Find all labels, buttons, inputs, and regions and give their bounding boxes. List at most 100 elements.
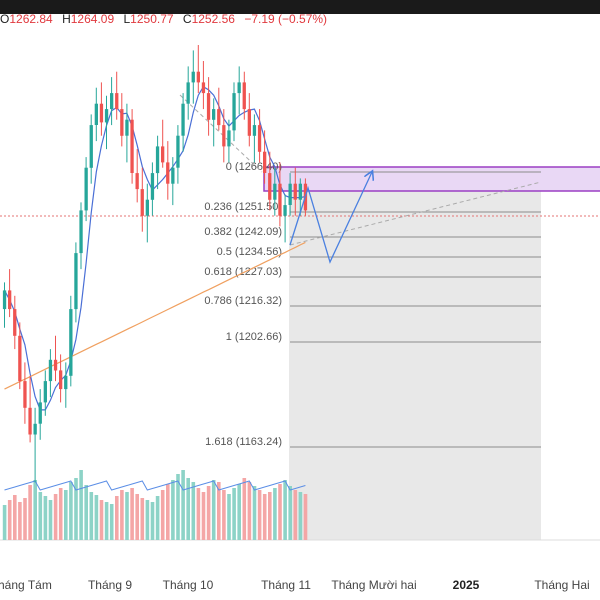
fib-label-1: 0.236 (1251.50) — [204, 201, 282, 213]
candle-body-15 — [79, 210, 83, 254]
candle-body-54 — [278, 183, 282, 216]
candle-body-49 — [252, 125, 257, 136]
volume-bar-45 — [232, 488, 236, 540]
candle-body-3 — [18, 335, 22, 382]
candle-body-52 — [268, 173, 272, 200]
candle-body-29 — [150, 173, 155, 200]
fib-label-0: 0 (1266.40) — [226, 161, 282, 173]
candle-body-43 — [222, 125, 226, 147]
volume-bar-57 — [293, 490, 298, 540]
volume-bar-18 — [94, 495, 99, 540]
volume-bar-42 — [217, 482, 221, 540]
candle-body-8 — [43, 381, 47, 403]
volume-bar-14 — [74, 478, 78, 540]
volume-bar-39 — [201, 492, 206, 540]
high-value: 1264.09 — [70, 12, 115, 26]
volume-bar-11 — [58, 488, 63, 540]
projection-shade — [289, 180, 541, 540]
candle-body-11 — [59, 370, 63, 390]
x-tick-1: Tháng 9 — [88, 578, 132, 592]
volume-bar-19 — [99, 500, 104, 540]
fib-label-7: 1.618 (1163.24) — [205, 436, 282, 448]
volume-bar-1 — [7, 500, 12, 540]
candle-body-33 — [171, 167, 175, 184]
candle-body-36 — [186, 82, 190, 104]
candle-body-18 — [94, 103, 98, 125]
volume-bar-13 — [69, 482, 73, 540]
candle-body-57 — [293, 183, 297, 200]
candle-body-10 — [53, 359, 58, 371]
candle-body-7 — [38, 402, 42, 424]
candle-body-30 — [155, 146, 160, 174]
volume-bar-17 — [89, 492, 94, 540]
volume-bar-31 — [160, 490, 165, 540]
target-zone-rect — [263, 166, 600, 192]
volume-bar-8 — [43, 496, 48, 540]
ohlc-readout: O1262.84 H1264.09 L1250.77 C1252.56 −7.1… — [0, 12, 327, 28]
volume-bar-37 — [191, 482, 196, 540]
volume-bar-32 — [166, 484, 170, 540]
candle-body-42 — [217, 109, 221, 126]
volume-bar-36 — [186, 478, 190, 540]
volume-bar-44 — [227, 494, 231, 540]
volume-bar-52 — [268, 492, 272, 540]
candle-body-21 — [110, 93, 114, 110]
volume-bar-55 — [283, 480, 287, 540]
volume-bar-26 — [135, 494, 139, 540]
fib-label-3: 0.5 (1234.56) — [217, 246, 282, 258]
volume-bar-27 — [140, 498, 145, 540]
fast-moving-average — [3, 85, 306, 411]
candle-body-32 — [166, 162, 170, 184]
volume-bar-16 — [84, 485, 88, 540]
candle-body-26 — [135, 173, 139, 190]
candle-body-24 — [125, 119, 129, 136]
change-value: −7.19 (−0.57%) — [244, 12, 328, 26]
volume-bar-28 — [145, 500, 150, 540]
x-tick-5: 2025 — [453, 578, 480, 592]
candle-body-50 — [257, 125, 262, 152]
volume-bar-56 — [288, 486, 292, 540]
candle-body-53 — [273, 183, 277, 200]
projection-path[interactable] — [289, 172, 372, 264]
volume-bar-9 — [48, 500, 53, 540]
candle-body-39 — [201, 82, 206, 94]
volume-bar-2 — [13, 495, 17, 540]
volume-bar-48 — [247, 482, 252, 540]
candle-body-4 — [23, 381, 27, 408]
volume-bar-23 — [120, 490, 124, 540]
candle-body-48 — [247, 109, 251, 136]
candle-body-6 — [33, 423, 37, 435]
candle-body-55 — [283, 205, 287, 216]
candle-body-5 — [28, 407, 32, 435]
volume-bar-59 — [303, 494, 308, 540]
projection-line — [289, 172, 372, 264]
candles — [2, 45, 308, 483]
candle-body-46 — [237, 82, 241, 94]
volume-bar-41 — [211, 480, 216, 540]
candle-body-20 — [104, 109, 109, 123]
candle-body-2 — [13, 309, 17, 336]
volume-bar-53 — [273, 488, 277, 540]
fib-label-2: 0.382 (1242.09) — [204, 226, 282, 238]
fib-label-5: 0.786 (1216.32) — [204, 295, 282, 307]
candle-body-34 — [176, 135, 180, 168]
low-value: 1250.77 — [130, 12, 174, 26]
close-label: C — [182, 12, 192, 26]
target-zone[interactable] — [263, 166, 600, 192]
candle-body-17 — [89, 125, 93, 168]
candle-body-9 — [48, 359, 53, 382]
volume-bars — [2, 470, 308, 540]
candle-body-0 — [2, 290, 7, 310]
volume-bar-46 — [237, 484, 241, 540]
volume-ma-line — [4, 480, 306, 491]
fib-label-4: 0.618 (1227.03) — [204, 266, 282, 278]
candle-body-51 — [263, 151, 267, 173]
volume-bar-38 — [196, 488, 201, 540]
time-axis: háng Tám Tháng 9 Tháng 10 Tháng 11 Tháng Mườ… — [0, 578, 590, 592]
volume-bar-25 — [130, 488, 134, 540]
open-value: 1262.84 — [9, 12, 53, 26]
volume-bar-4 — [23, 498, 27, 540]
volume-bar-43 — [222, 490, 226, 540]
candle-body-45 — [232, 93, 236, 131]
